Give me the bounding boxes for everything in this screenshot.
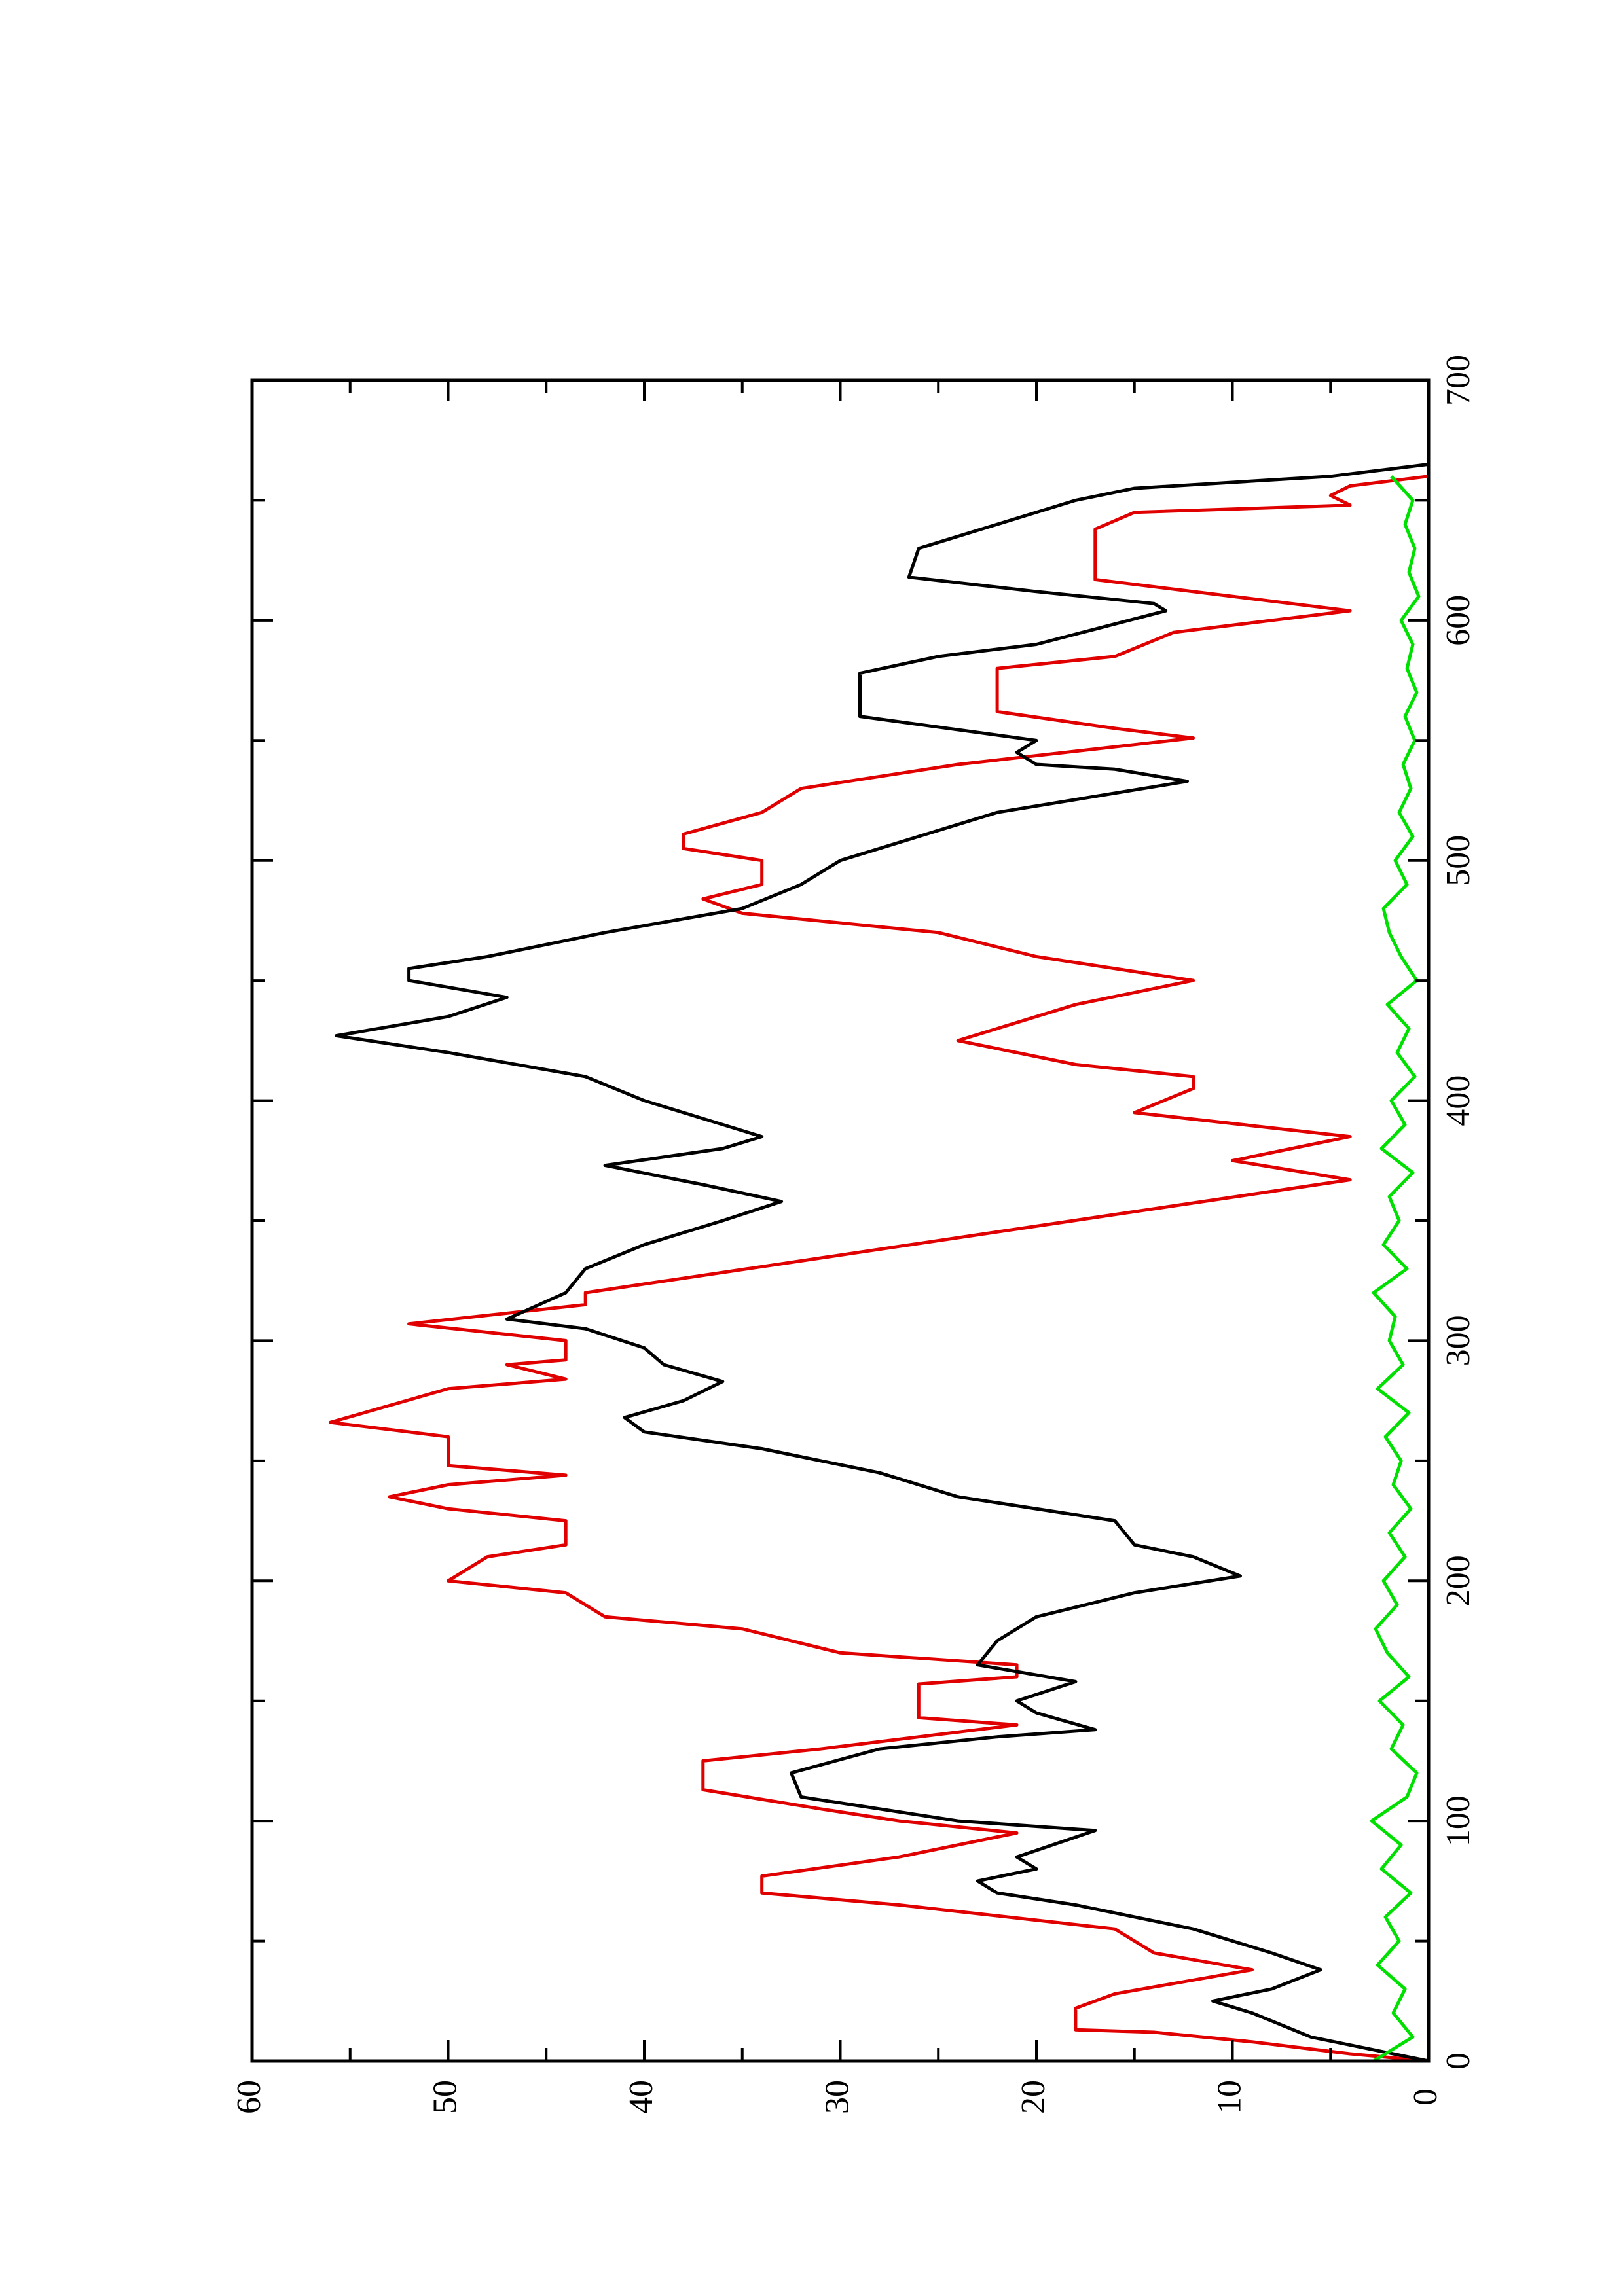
x-tick-label: 100 bbox=[1440, 1795, 1477, 1846]
x-tick-label: 200 bbox=[1440, 1555, 1477, 1606]
data-line bbox=[335, 462, 1429, 2063]
y-tick-label: 60 bbox=[230, 2080, 268, 2114]
y-tick-label: 10 bbox=[1211, 2080, 1248, 2114]
y-tick-label: 20 bbox=[1015, 2080, 1052, 2114]
x-tick-label: 300 bbox=[1440, 1315, 1477, 1366]
data-line bbox=[1370, 475, 1421, 2063]
data-line bbox=[329, 475, 1429, 2063]
x-tick-label: 400 bbox=[1440, 1075, 1477, 1126]
x-tick-label: 0 bbox=[1440, 2053, 1477, 2070]
x-tick-label: 600 bbox=[1440, 595, 1477, 646]
y-tick-label: 0 bbox=[1407, 2089, 1444, 2106]
x-tick-label: 700 bbox=[1440, 355, 1477, 406]
y-tick-label: 50 bbox=[426, 2080, 464, 2114]
y-tick-label: 30 bbox=[818, 2080, 856, 2114]
x-tick-label: 500 bbox=[1440, 835, 1477, 886]
y-tick-label: 40 bbox=[623, 2080, 660, 2114]
